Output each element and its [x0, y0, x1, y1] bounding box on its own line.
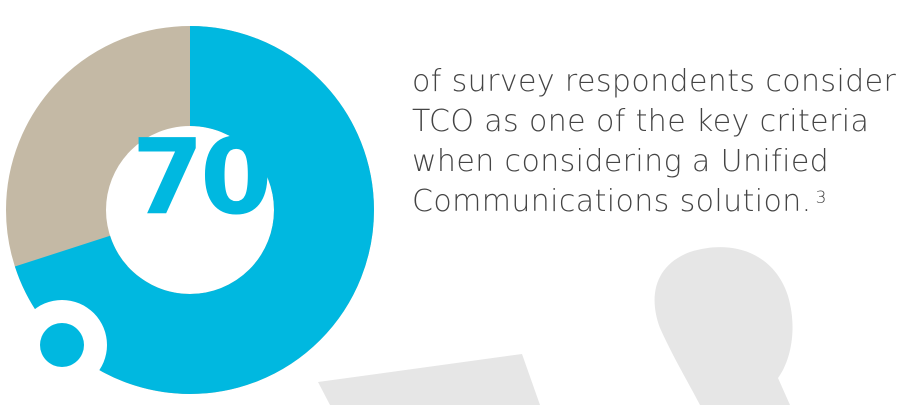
- caption-line: TCO as one of the key criteria: [412, 104, 870, 139]
- stat-caption: of survey respondents consider TCO as on…: [412, 62, 902, 222]
- person-silhouette-icon: [654, 247, 793, 405]
- caption-line: Communications solution. 3: [412, 182, 902, 222]
- footnote-marker: 3: [815, 188, 827, 208]
- decorative-dot-inner: [40, 323, 84, 367]
- caption-line-text: Communications solution.: [412, 184, 812, 219]
- caption-line: when considering a Unified: [412, 144, 830, 179]
- caption-line: of survey respondents consider: [412, 64, 897, 99]
- stat-percent-sign: %: [294, 143, 375, 236]
- donut-value-segment: [6, 26, 374, 394]
- laptop-silhouette-icon: [318, 354, 540, 405]
- stat-number: 70: [131, 116, 273, 238]
